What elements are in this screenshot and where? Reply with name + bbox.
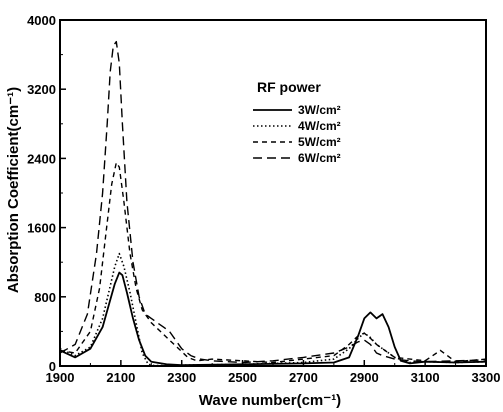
series-line-1 [59, 271, 487, 366]
y-axis-title: Absorption Coefficient(cm⁻¹) [5, 87, 22, 293]
y-tick-label: 800 [34, 290, 56, 305]
plot-frame [59, 19, 487, 367]
y-tick-label: 0 [49, 359, 56, 374]
series-line-2 [59, 252, 487, 367]
x-tick-label: 2500 [228, 370, 257, 385]
y-tick-label: 1600 [27, 221, 56, 236]
y-tick-label: 2400 [27, 151, 56, 166]
legend: RF power 3W/cm² 4W/cm² 5W/cm² 6W/cm² [253, 79, 341, 165]
x-axis-title: Wave number(cm⁻¹) [199, 392, 341, 409]
legend-title: RF power [257, 79, 321, 95]
legend-label: 6W/cm² [298, 151, 341, 165]
x-tick-label: 2900 [350, 370, 379, 385]
legend-label: 4W/cm² [298, 119, 341, 133]
x-tick-label: 3300 [472, 370, 501, 385]
tick-layer: 1900 2100 2300 2500 2700 2900 3100 3300 0 800 1600… [27, 13, 500, 385]
legend-label: 3W/cm² [298, 103, 341, 117]
x-tick-label: 2300 [167, 370, 196, 385]
x-tick-label: 2100 [106, 370, 135, 385]
legend-label: 5W/cm² [298, 135, 341, 149]
series-line-4 [59, 40, 487, 364]
y-tick-label: 4000 [27, 13, 56, 28]
y-tick-label: 3200 [27, 82, 56, 97]
x-tick-label: 3100 [411, 370, 440, 385]
series-line-3 [59, 162, 487, 364]
x-tick-label: 1900 [46, 370, 75, 385]
x-tick-label: 2700 [289, 370, 318, 385]
